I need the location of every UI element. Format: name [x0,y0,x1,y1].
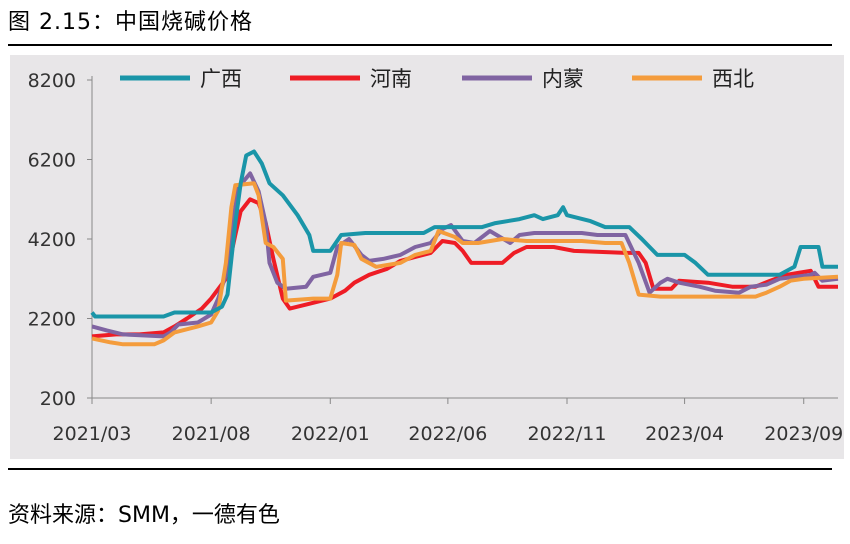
x-tick-label: 2021/08 [172,423,251,445]
y-tick-label: 200 [40,388,76,410]
top-rule [8,44,832,46]
chart-panel [10,55,844,459]
bottom-rule [8,468,832,470]
x-tick-label: 2023/04 [645,423,724,445]
series-lines [90,149,839,347]
axes: 200 2200 4200 6200 8200 2021/03 2021/08 2022/01… [28,70,844,445]
x-tick-label: 2023/09 [764,423,843,445]
x-tick-label: 2022/06 [408,423,487,445]
y-tick-label: 8200 [28,70,76,92]
series-line-4 [91,181,839,347]
y-tick-label: 6200 [28,150,76,172]
figure-title: 图 2.15：中国烧碱价格 [8,10,253,35]
legend-label-4: 西北 [712,67,754,91]
y-tick-label: 2200 [28,309,76,331]
legend: 广西 河南 内蒙 西北 [120,67,754,91]
y-tick-label: 4200 [28,229,76,251]
legend-label-2: 河南 [370,67,412,91]
x-tick-label: 2022/01 [291,423,370,445]
series-line-1 [90,149,838,319]
series-line-2 [91,197,838,339]
legend-label-1: 广西 [200,67,242,91]
source-note: 资料来源：SMM，一德有色 [8,503,280,528]
x-tick-label: 2021/03 [53,423,132,445]
x-tick-label: 2022/11 [528,423,607,445]
legend-label-3: 内蒙 [542,67,584,91]
